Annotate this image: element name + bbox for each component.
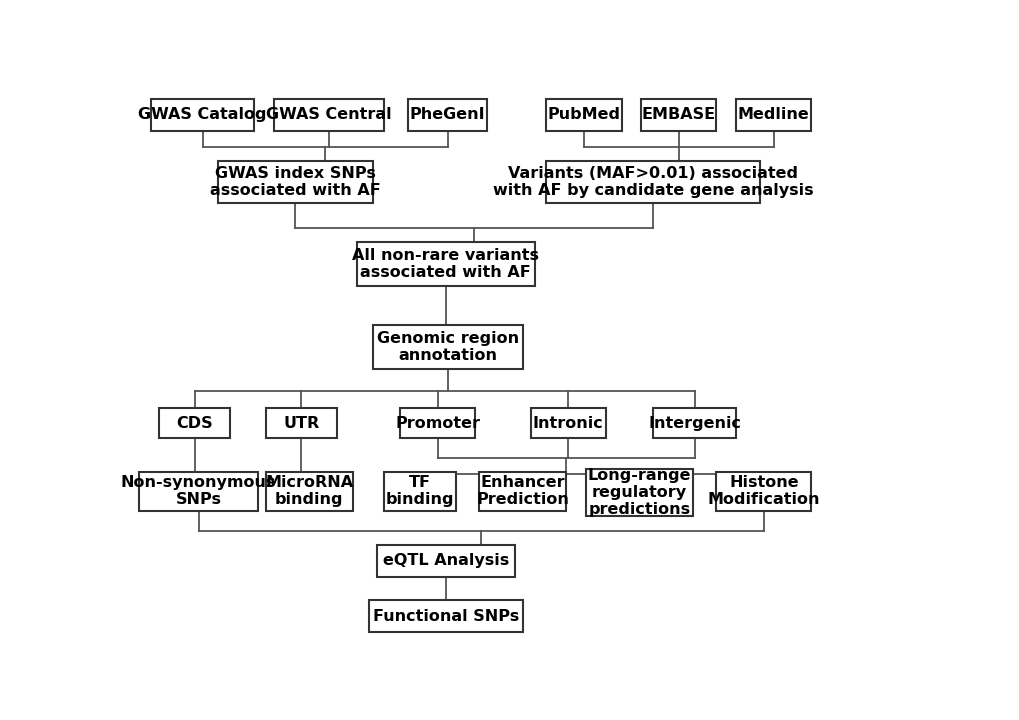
Text: MicroRNA
binding: MicroRNA binding: [265, 475, 353, 508]
FancyBboxPatch shape: [546, 99, 621, 131]
Text: Medline: Medline: [737, 107, 809, 122]
Text: Intergenic: Intergenic: [647, 415, 741, 431]
Text: TF
binding: TF binding: [385, 475, 453, 508]
Text: Genomic region
annotation: Genomic region annotation: [376, 330, 519, 363]
Text: Enhancer
Prediction: Enhancer Prediction: [476, 475, 569, 508]
Text: All non-rare variants
associated with AF: All non-rare variants associated with AF: [352, 248, 539, 280]
FancyBboxPatch shape: [585, 469, 692, 516]
Text: PubMed: PubMed: [547, 107, 620, 122]
Text: UTR: UTR: [283, 415, 319, 431]
FancyBboxPatch shape: [652, 408, 736, 438]
FancyBboxPatch shape: [736, 99, 810, 131]
FancyBboxPatch shape: [641, 99, 715, 131]
Text: Intronic: Intronic: [532, 415, 603, 431]
Text: Functional SNPs: Functional SNPs: [372, 609, 519, 624]
Text: CDS: CDS: [176, 415, 213, 431]
FancyBboxPatch shape: [376, 545, 515, 577]
FancyBboxPatch shape: [218, 161, 372, 203]
Text: GWAS index SNPs
associated with AF: GWAS index SNPs associated with AF: [210, 166, 380, 198]
Text: Non-synonymous
SNPs: Non-synonymous SNPs: [121, 475, 276, 508]
FancyBboxPatch shape: [357, 242, 534, 286]
Text: Histone
Modification: Histone Modification: [707, 475, 819, 508]
FancyBboxPatch shape: [140, 472, 258, 510]
FancyBboxPatch shape: [372, 325, 522, 369]
Text: eQTL Analysis: eQTL Analysis: [382, 554, 508, 569]
Text: Variants (MAF>0.01) associated
with AF by candidate gene analysis: Variants (MAF>0.01) associated with AF b…: [492, 166, 813, 198]
FancyBboxPatch shape: [266, 472, 353, 510]
Text: Long-range
regulatory
predictions: Long-range regulatory predictions: [587, 467, 691, 518]
FancyBboxPatch shape: [273, 99, 384, 131]
FancyBboxPatch shape: [151, 99, 254, 131]
FancyBboxPatch shape: [368, 600, 522, 632]
Text: PheGenI: PheGenI: [410, 107, 485, 122]
FancyBboxPatch shape: [384, 472, 455, 510]
FancyBboxPatch shape: [399, 408, 475, 438]
FancyBboxPatch shape: [715, 472, 810, 510]
FancyBboxPatch shape: [479, 472, 566, 510]
FancyBboxPatch shape: [266, 408, 336, 438]
FancyBboxPatch shape: [159, 408, 230, 438]
FancyBboxPatch shape: [408, 99, 487, 131]
Text: EMBASE: EMBASE: [641, 107, 715, 122]
Text: GWAS Central: GWAS Central: [266, 107, 391, 122]
Text: GWAS Catalog: GWAS Catalog: [139, 107, 267, 122]
FancyBboxPatch shape: [546, 161, 759, 203]
Text: Promoter: Promoter: [395, 415, 480, 431]
FancyBboxPatch shape: [530, 408, 605, 438]
